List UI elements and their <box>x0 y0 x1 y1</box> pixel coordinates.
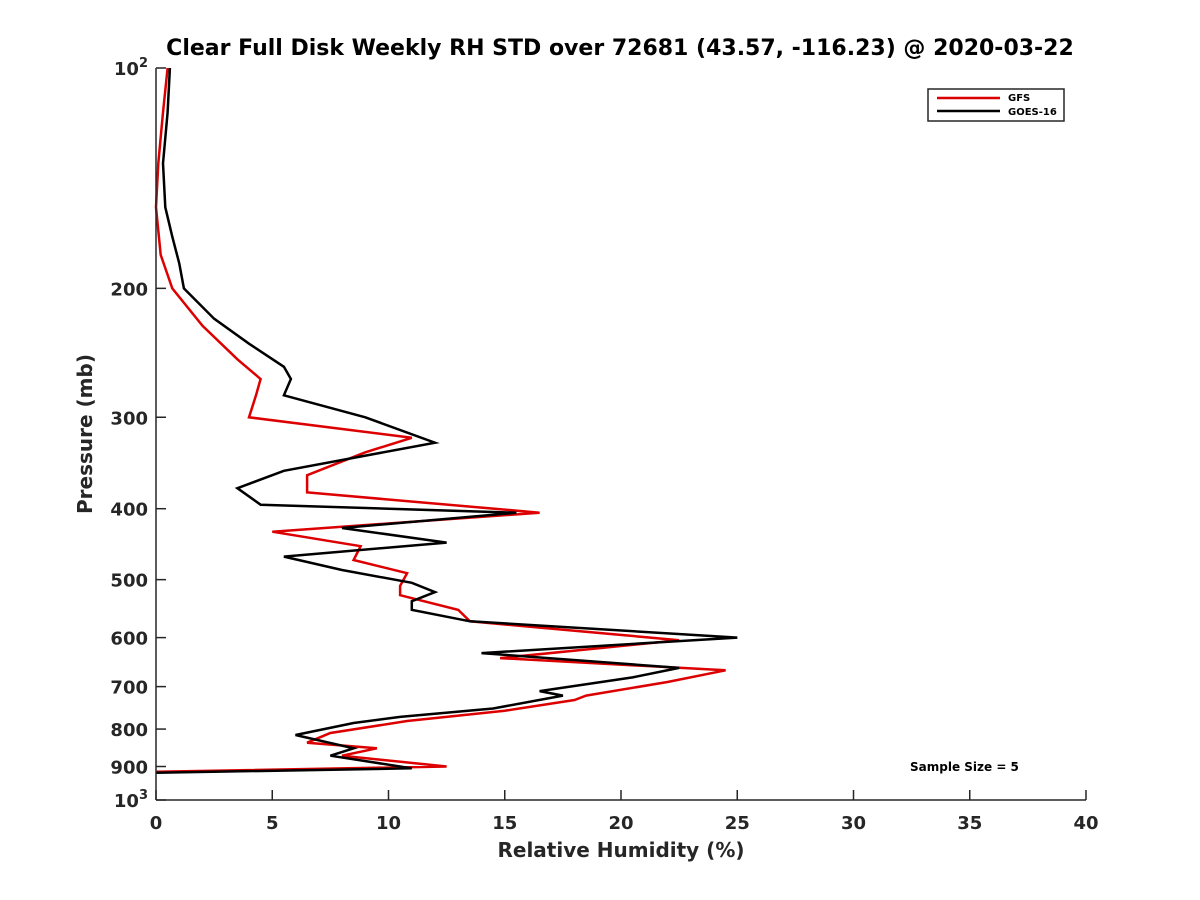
legend-label-gfs: GFS <box>1008 93 1030 104</box>
legend-label-goes16: GOES-16 <box>1008 107 1057 118</box>
x-tick-label: 20 <box>608 813 633 834</box>
y-tick-label: 300 <box>110 408 148 429</box>
y-tick-label: 103 <box>114 788 148 812</box>
series-line-goes16 <box>155 67 738 775</box>
y-tick-label: 200 <box>110 279 148 300</box>
y-tick-label: 102 <box>114 56 148 80</box>
y-tick-label: 800 <box>110 720 148 741</box>
legend-box <box>927 88 1065 122</box>
series-layer <box>154 67 738 775</box>
y-tick-label: 900 <box>110 758 148 779</box>
series-line-gfs <box>154 67 726 774</box>
x-tick-label: 5 <box>266 813 279 834</box>
axes-layer: 0 5 10 15 20 25 30 35 40 102 200 300 400 500 600 700 800… <box>110 56 1098 834</box>
legend: GFS GOES-16 <box>927 88 1065 122</box>
x-tick-label: 35 <box>957 813 982 834</box>
x-axis-label: Relative Humidity (%) <box>497 838 744 862</box>
x-tick-label: 30 <box>841 813 866 834</box>
x-tick-label: 10 <box>376 813 401 834</box>
y-tick-label: 700 <box>110 678 148 699</box>
y-tick-label: 500 <box>110 571 148 592</box>
x-tick-label: 25 <box>725 813 750 834</box>
chart-title: Clear Full Disk Weekly RH STD over 72681… <box>166 36 1074 61</box>
y-tick-label: 600 <box>110 629 148 650</box>
x-tick-label: 0 <box>150 813 163 834</box>
x-tick-label: 15 <box>492 813 517 834</box>
y-axis-label: Pressure (mb) <box>73 354 97 514</box>
x-tick-label: 40 <box>1073 813 1098 834</box>
y-tick-label: 400 <box>110 500 148 521</box>
sample-size-annotation: Sample Size = 5 <box>910 760 1019 774</box>
